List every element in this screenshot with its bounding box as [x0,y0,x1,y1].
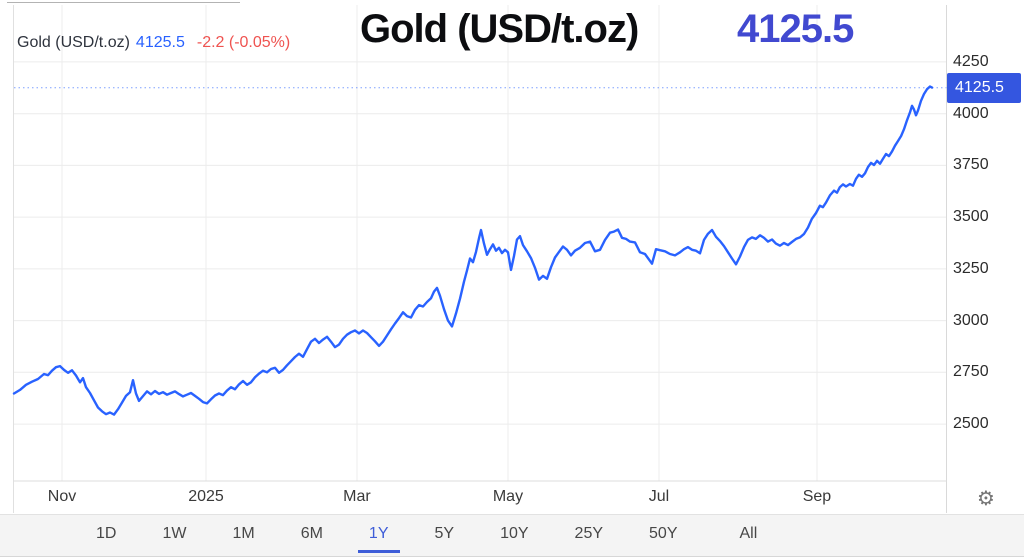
legend-symbol: Gold (USD/t.oz) [17,34,130,51]
y-axis-tick-label: 3250 [953,259,989,277]
widget-top-border [7,2,240,3]
x-axis-tick-label: Mar [343,488,371,505]
x-axis-tick-label: 2025 [188,488,224,505]
legend-last-price: 4125.5 [135,34,185,51]
current-price-headline: 4125.5 [737,7,854,51]
range-button-5y[interactable]: 5Y [424,519,466,553]
page-title: Gold (USD/t.oz) [360,7,639,51]
range-button-10y[interactable]: 10Y [489,519,539,553]
last-price-axis-label: 4125.5 [947,72,1021,103]
range-button-6m[interactable]: 6M [290,519,334,553]
range-toolbar: 1D 1W 1M 6M 1Y 5Y 10Y 25Y 50Y All [0,514,1024,556]
settings-button[interactable]: ⚙ [971,484,1001,512]
y-axis-tick-label: 3000 [953,311,989,329]
price-axis[interactable]: 4250 4000 3750 3500 3250 3000 2750 2500 [946,0,1024,481]
x-axis-tick-label: Jul [648,488,670,505]
time-axis[interactable]: Nov 2025 Mar May Jul Sep [0,481,946,514]
range-button-1m[interactable]: 1M [221,519,265,553]
range-button-25y[interactable]: 25Y [564,519,614,553]
y-axis-tick-label: 4250 [953,52,989,70]
gear-icon: ⚙ [977,486,995,510]
range-button-all[interactable]: All [728,519,768,553]
y-axis-tick-label: 2500 [953,415,989,433]
y-axis-tick-label: 2750 [953,363,989,381]
y-axis-tick-label: 3750 [953,156,989,174]
legend-change: -2.2 (-0.05%) [196,34,291,51]
widget-bottom-border [0,556,1024,557]
range-button-1d[interactable]: 1D [85,519,127,553]
y-axis-tick-label: 3500 [953,208,989,226]
x-axis-tick-label: Sep [802,488,832,505]
y-axis-tick-label: 4000 [953,104,989,122]
chart-legend: Gold (USD/t.oz) 4125.5 -2.2 (-0.05%) [17,34,290,52]
range-button-1y[interactable]: 1Y [357,519,400,553]
x-axis-tick-label: May [492,488,524,505]
range-button-50y[interactable]: 50Y [638,519,688,553]
range-button-1w[interactable]: 1W [151,519,197,553]
x-axis-tick-label: Nov [47,488,77,505]
